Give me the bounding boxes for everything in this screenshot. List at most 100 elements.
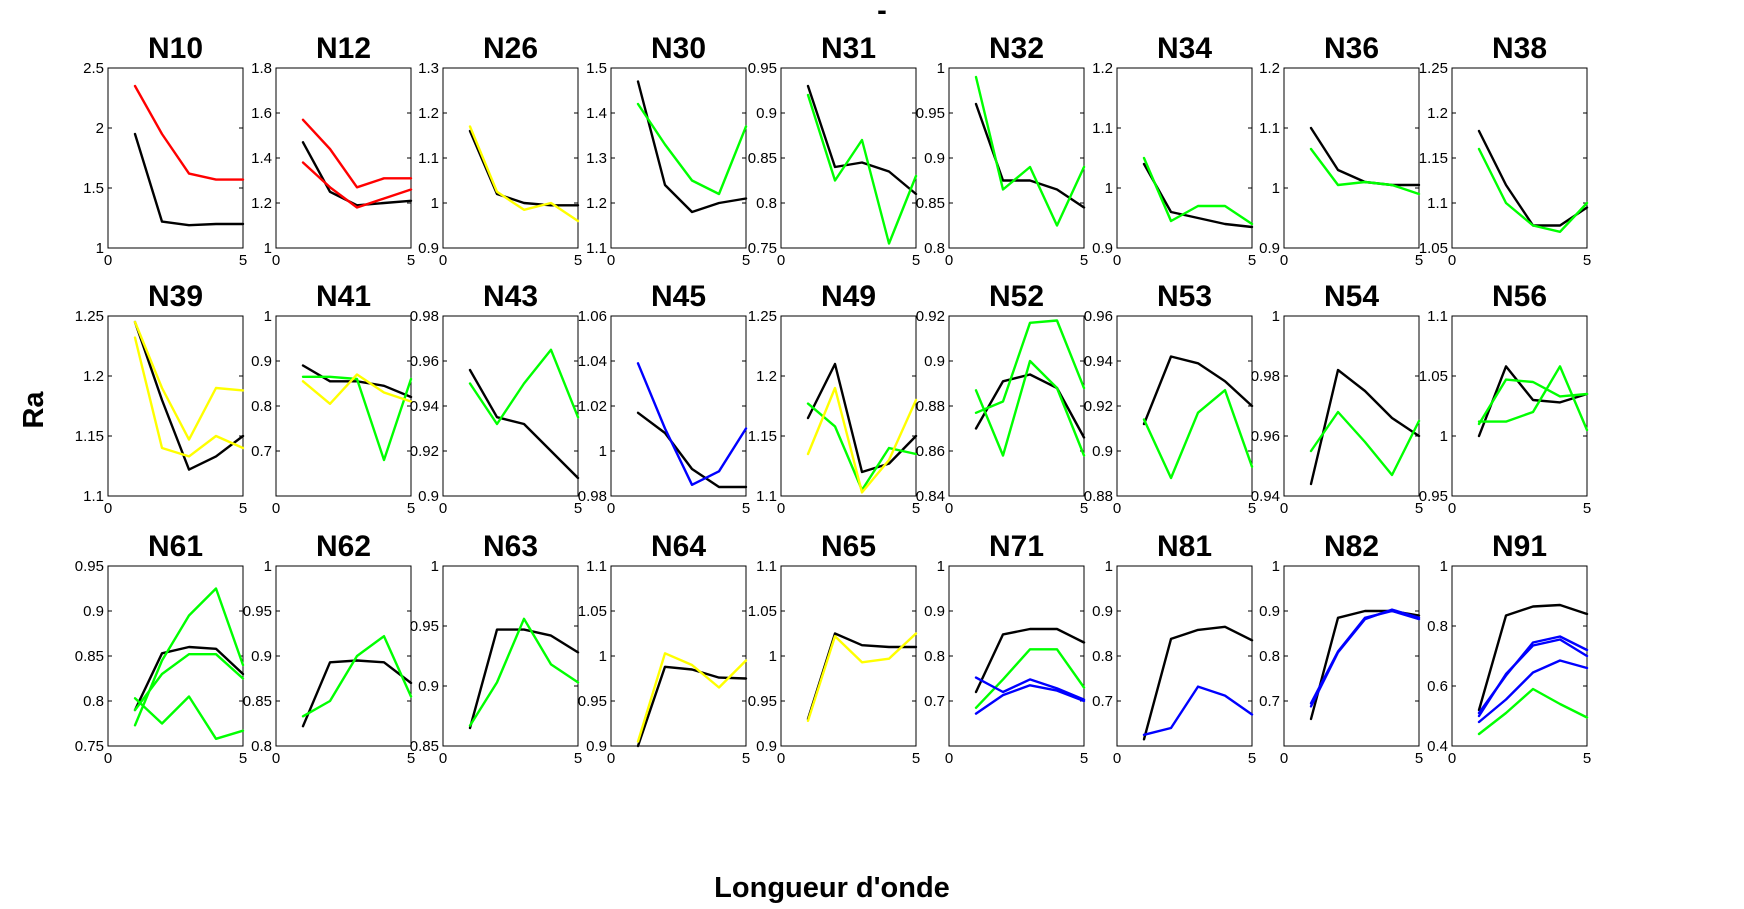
series-line: [974, 75, 1086, 227]
y-tick-label: 2.5: [83, 60, 104, 77]
series-line: [974, 676, 1086, 701]
x-tick-label: 0: [777, 252, 785, 269]
x-tick-label: 0: [777, 750, 785, 767]
x-axis-label: Longueur d'onde: [714, 872, 950, 904]
y-tick-label: 0.98: [1251, 368, 1280, 385]
x-tick-label: 0: [607, 252, 615, 269]
y-tick-label: 1: [264, 558, 272, 575]
series-line: [468, 368, 580, 480]
x-tick-label: 5: [912, 750, 920, 767]
series-line: [468, 617, 580, 727]
plot-area: [1283, 67, 1420, 249]
series-line: [1309, 609, 1421, 705]
x-tick-label: 5: [574, 750, 582, 767]
plot-area: [442, 315, 579, 497]
plot-area: [610, 315, 747, 497]
x-tick-label: 0: [1448, 252, 1456, 269]
y-tick-label: 1: [264, 240, 272, 257]
plot-area: [275, 565, 412, 747]
y-tick-label: 1: [431, 195, 439, 212]
y-tick-label: 0.75: [75, 738, 104, 755]
series-line: [806, 93, 918, 245]
plot-area: [780, 67, 917, 249]
x-tick-label: 0: [272, 252, 280, 269]
y-tick-label: 0.8: [83, 693, 104, 710]
y-tick-label: 1.1: [1427, 308, 1448, 325]
y-tick-label: 0.9: [251, 648, 272, 665]
series-line: [133, 320, 245, 441]
panel-title: N91: [1492, 530, 1547, 563]
y-tick-label: 1.02: [578, 398, 607, 415]
x-tick-label: 5: [912, 252, 920, 269]
y-tick-label: 1.05: [748, 603, 777, 620]
x-tick-label: 5: [1583, 500, 1591, 517]
y-tick-label: 1.1: [418, 150, 439, 167]
y-tick-label: 1.4: [586, 105, 607, 122]
y-tick-label: 0.9: [586, 738, 607, 755]
panel-n65: N65 0.9 0.95 1 1.05 1.1 0 5: [748, 530, 920, 767]
series-line: [636, 652, 748, 743]
series-line: [1477, 365, 1589, 432]
series-line: [1142, 685, 1254, 736]
x-tick-label: 0: [1113, 252, 1121, 269]
y-tick-label: 1.05: [578, 603, 607, 620]
series-line: [1477, 603, 1589, 712]
x-tick-label: 5: [407, 750, 415, 767]
y-tick-label: 0.95: [75, 558, 104, 575]
series-line: [974, 359, 1086, 457]
y-tick-label: 0.8: [251, 738, 272, 755]
plot-area: [1451, 67, 1588, 249]
y-tick-label: 1.06: [578, 308, 607, 325]
y-tick-label: 0.84: [916, 488, 945, 505]
y-tick-label: 0.95: [578, 693, 607, 710]
panel-title: N26: [483, 32, 538, 65]
series-line: [133, 84, 245, 181]
plot-area: [275, 67, 412, 249]
y-tick-label: 1.1: [1092, 120, 1113, 137]
y-tick-label: 1: [769, 648, 777, 665]
plot-area: [610, 565, 747, 747]
plot-area: [780, 565, 917, 747]
panel-n36: N36 0.9 1 1.1 1.2 0 5: [1259, 32, 1423, 269]
y-tick-label: 0.95: [748, 693, 777, 710]
series-line: [133, 336, 245, 458]
series-line: [133, 653, 245, 712]
series-line: [1142, 625, 1254, 741]
panel-n54: N54 0.94 0.96 0.98 1 0 5: [1251, 280, 1423, 517]
panel-title: N41: [316, 280, 371, 313]
y-tick-label: 1: [1272, 180, 1280, 197]
y-tick-label: 0.8: [1259, 648, 1280, 665]
y-tick-label: 0.94: [1084, 353, 1113, 370]
x-tick-label: 5: [1248, 252, 1256, 269]
panel-n43: N43 0.9 0.92 0.94 0.96 0.98 0 5: [410, 280, 582, 517]
y-tick-label: 0.7: [1259, 693, 1280, 710]
x-tick-label: 0: [439, 252, 447, 269]
panel-n10: N10 1 1.5 2 2.5 0 5: [83, 32, 247, 269]
y-tick-label: 1.2: [418, 105, 439, 122]
series-line: [636, 362, 748, 486]
x-tick-label: 0: [607, 750, 615, 767]
panel-grid: N10 1 1.5 2 2.5 0 5 N12 1 1.2 1.4 1.6 1.8 0 5 N26 0.9 1 1.…: [75, 32, 1591, 767]
panel-title: N54: [1324, 280, 1379, 313]
y-tick-label: 0.85: [748, 150, 777, 167]
y-tick-label: 0.8: [924, 648, 945, 665]
series-line: [133, 695, 245, 740]
x-tick-label: 0: [1280, 252, 1288, 269]
y-tick-label: 0.88: [1084, 488, 1113, 505]
y-tick-label: 1.05: [1419, 240, 1448, 257]
series-line: [133, 587, 245, 727]
panel-n62: N62 0.8 0.85 0.9 0.95 1 0 5: [243, 530, 415, 767]
y-tick-label: 1.1: [586, 240, 607, 257]
x-tick-label: 5: [742, 750, 750, 767]
series-line: [974, 627, 1086, 694]
x-tick-label: 5: [239, 750, 247, 767]
x-tick-label: 0: [1113, 750, 1121, 767]
x-tick-label: 5: [742, 500, 750, 517]
panel-n49: N49 1.1 1.15 1.2 1.25 0 5: [748, 280, 920, 517]
y-tick-label: 1: [1440, 428, 1448, 445]
y-tick-label: 1.2: [251, 195, 272, 212]
y-tick-label: 1: [937, 558, 945, 575]
x-tick-label: 5: [1583, 750, 1591, 767]
panel-n63: N63 0.85 0.9 0.95 1 0 5: [410, 530, 582, 767]
y-tick-label: 1: [599, 648, 607, 665]
